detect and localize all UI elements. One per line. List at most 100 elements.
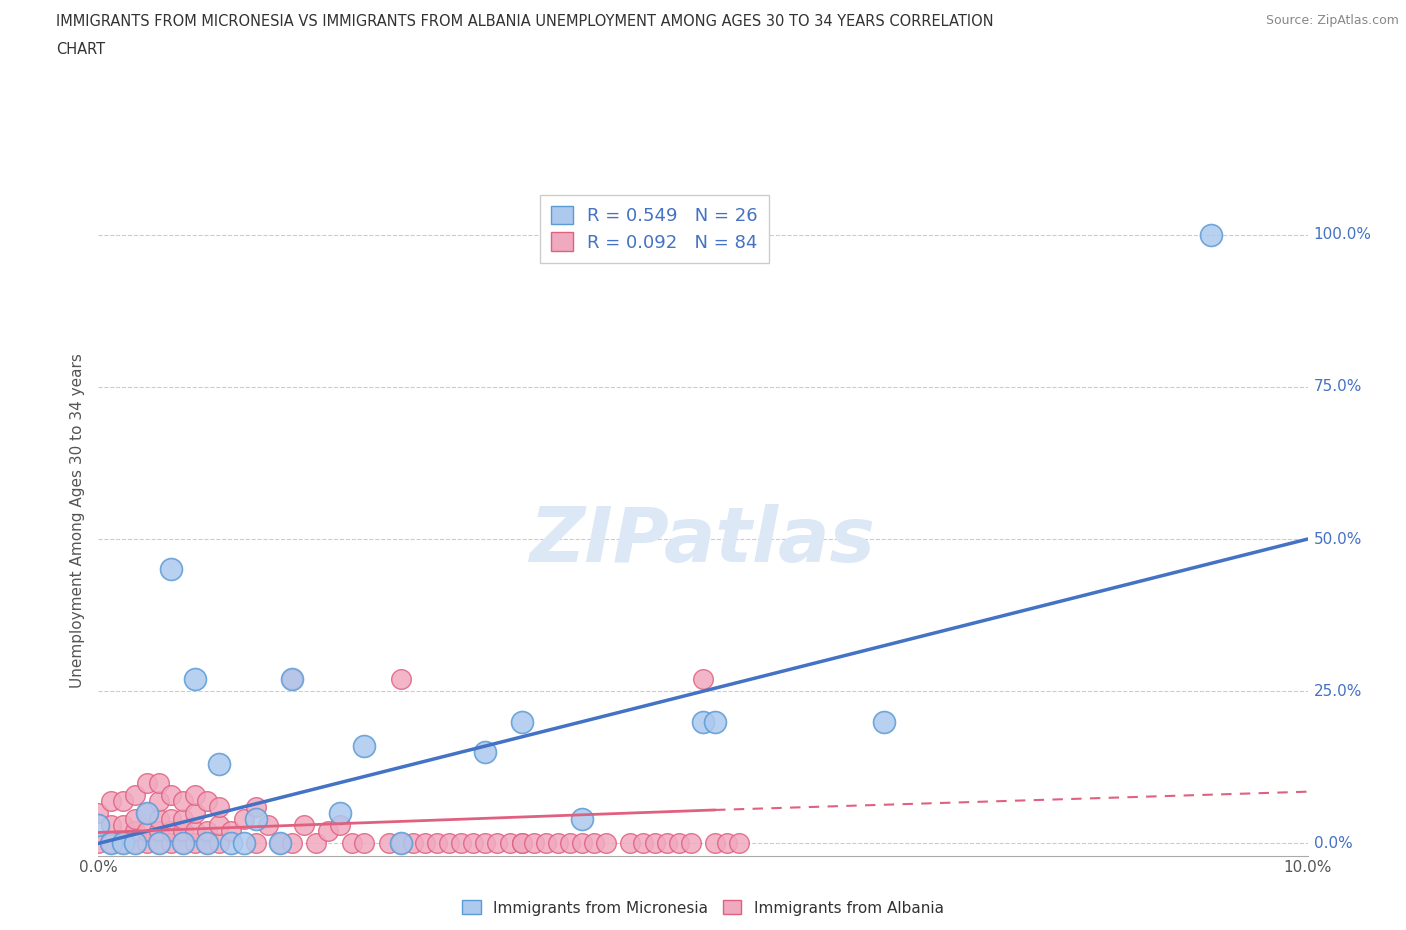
Point	[100, 817, 122, 832]
Point	[111, 817, 134, 832]
Point	[269, 836, 291, 851]
Point	[692, 671, 714, 686]
Point	[873, 714, 896, 729]
Point	[498, 836, 520, 851]
Point	[595, 836, 617, 851]
Point	[232, 812, 254, 827]
Point	[329, 817, 352, 832]
Point	[160, 836, 183, 851]
Point	[111, 836, 134, 851]
Point	[463, 836, 485, 851]
Point	[208, 757, 231, 772]
Point	[221, 824, 243, 839]
Point	[195, 824, 218, 839]
Point	[510, 836, 533, 851]
Point	[148, 775, 170, 790]
Point	[148, 824, 170, 839]
Point	[619, 836, 641, 851]
Point	[704, 836, 727, 851]
Point	[256, 817, 278, 832]
Text: ZIPatlas: ZIPatlas	[530, 504, 876, 578]
Point	[329, 805, 352, 820]
Point	[135, 805, 157, 820]
Point	[583, 836, 606, 851]
Point	[631, 836, 654, 851]
Point	[316, 824, 339, 839]
Point	[135, 805, 157, 820]
Point	[510, 714, 533, 729]
Point	[571, 836, 593, 851]
Point	[292, 817, 315, 832]
Text: IMMIGRANTS FROM MICRONESIA VS IMMIGRANTS FROM ALBANIA UNEMPLOYMENT AMONG AGES 30: IMMIGRANTS FROM MICRONESIA VS IMMIGRANTS…	[56, 14, 994, 29]
Point	[692, 714, 714, 729]
Point	[644, 836, 666, 851]
Point	[111, 793, 134, 808]
Point	[172, 793, 194, 808]
Point	[342, 836, 364, 851]
Point	[184, 805, 207, 820]
Point	[281, 836, 304, 851]
Point	[148, 836, 170, 851]
Point	[184, 836, 207, 851]
Point	[124, 836, 146, 851]
Point	[160, 788, 183, 803]
Point	[668, 836, 690, 851]
Point	[160, 562, 183, 577]
Point	[510, 836, 533, 851]
Point	[523, 836, 546, 851]
Point	[184, 671, 207, 686]
Point	[426, 836, 449, 851]
Text: 25.0%: 25.0%	[1313, 684, 1362, 698]
Point	[679, 836, 702, 851]
Point	[305, 836, 328, 851]
Point	[172, 812, 194, 827]
Point	[135, 824, 157, 839]
Point	[124, 836, 146, 851]
Text: 100.0%: 100.0%	[1313, 227, 1372, 242]
Point	[148, 836, 170, 851]
Point	[281, 671, 304, 686]
Point	[474, 836, 496, 851]
Point	[124, 788, 146, 803]
Point	[474, 745, 496, 760]
Point	[377, 836, 399, 851]
Text: 0.0%: 0.0%	[1313, 836, 1353, 851]
Point	[160, 812, 183, 827]
Point	[172, 836, 194, 851]
Text: 75.0%: 75.0%	[1313, 379, 1362, 394]
Point	[135, 836, 157, 851]
Point	[558, 836, 581, 851]
Point	[571, 812, 593, 827]
Point	[353, 738, 375, 753]
Point	[221, 836, 243, 851]
Point	[704, 714, 727, 729]
Point	[353, 836, 375, 851]
Point	[1199, 227, 1222, 242]
Point	[100, 836, 122, 851]
Point	[450, 836, 472, 851]
Point	[269, 836, 291, 851]
Point	[245, 812, 267, 827]
Point	[100, 836, 122, 851]
Point	[148, 793, 170, 808]
Point	[111, 836, 134, 851]
Point	[195, 836, 218, 851]
Y-axis label: Unemployment Among Ages 30 to 34 years: Unemployment Among Ages 30 to 34 years	[70, 353, 86, 688]
Point	[402, 836, 425, 851]
Point	[208, 800, 231, 815]
Point	[124, 812, 146, 827]
Point	[534, 836, 557, 851]
Point	[87, 817, 110, 832]
Point	[655, 836, 678, 851]
Point	[124, 824, 146, 839]
Point	[172, 836, 194, 851]
Point	[389, 836, 412, 851]
Point	[208, 817, 231, 832]
Point	[184, 788, 207, 803]
Point	[245, 836, 267, 851]
Text: 50.0%: 50.0%	[1313, 532, 1362, 547]
Point	[389, 836, 412, 851]
Text: Source: ZipAtlas.com: Source: ZipAtlas.com	[1265, 14, 1399, 27]
Point	[486, 836, 509, 851]
Point	[184, 824, 207, 839]
